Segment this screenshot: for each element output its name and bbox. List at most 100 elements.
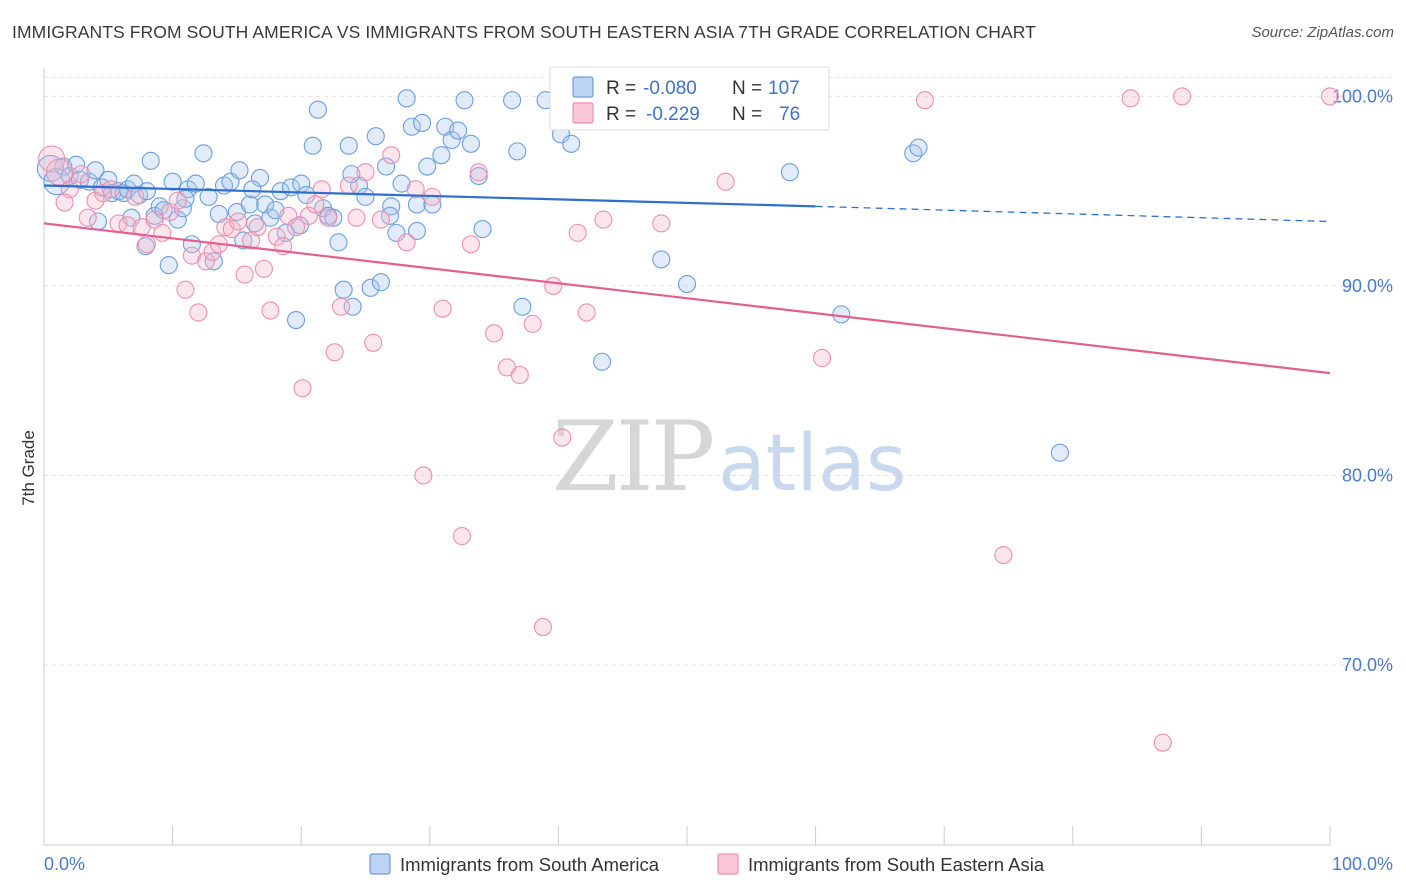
south-america-point [469,166,488,186]
trend-south-america [43,184,816,208]
south-america-point [513,297,532,316]
y-tick-label-70: 70.0% [1342,655,1393,675]
south-america-point [432,146,451,165]
south-america-point [240,195,259,214]
legend-swatch-se-asia [572,102,594,124]
se-asia-point [248,218,267,237]
se-asia-point [812,348,832,368]
south-america-point [339,136,358,155]
south-america-point [303,136,322,155]
south-america-point [342,165,361,184]
se-asia-point [145,210,164,229]
trend-lines [43,184,1331,375]
se-asia-point [72,165,91,184]
trend-se-asia [43,222,1331,375]
se-asia-point [293,379,312,398]
south-america-point [154,201,173,220]
bottom-legend-label-se-asia: Immigrants from South Eastern Asia [748,854,1045,875]
south-america-point [449,121,468,140]
south-america-point [1050,443,1069,462]
south-america-point [455,91,474,110]
se-asia-point [414,466,433,485]
south-america-point [366,127,385,146]
se-asia-point [469,163,488,182]
south-america-point [141,151,160,170]
south-america-point [186,174,205,193]
y-tick-labels: 70.0% 80.0% 90.0% 100.0% [1332,86,1393,675]
se-asia-point [86,191,105,210]
south-america-point [230,161,249,180]
se-asia-point [510,365,529,385]
se-asia-point [568,223,587,242]
se-asia-point [339,176,358,195]
south-america-point [199,187,218,206]
legend-r-value-2: -0.229 [646,104,700,125]
se-asia-point [1173,87,1192,106]
legend-swatch-south-america [572,76,594,98]
se-asia-point [126,187,145,206]
legend-r-label-2: R = [606,104,636,125]
se-asia-point [38,145,66,173]
se-asia-point [485,324,504,343]
se-asia-point [356,163,375,182]
se-asia-point [544,276,563,295]
watermark: ZIP atlas [552,401,907,513]
se-asia-point [371,210,390,229]
south-america-point [461,134,481,153]
south-america-point [407,195,426,214]
correlation-legend: R = -0.080 N = 107 R = -0.229 N = 76 [549,66,830,131]
se-asia-point [267,227,286,246]
south-america-point [308,100,327,119]
bottom-legend-swatch-south-america [369,853,391,875]
south-america-point [562,134,581,153]
se-asia-point [716,172,735,191]
south-america-point [832,305,851,324]
se-asia-point [433,299,452,318]
series-se-asia-points [38,87,1340,752]
se-asia-point [347,208,366,227]
chart-title: IMMIGRANTS FROM SOUTH AMERICA VS IMMIGRA… [12,22,1036,42]
legend-n-label-1: N = [732,78,762,99]
x-axis-ticks [172,826,1331,845]
se-asia-point [1320,87,1340,106]
south-america-point [413,113,432,133]
watermark-zip: ZIP [552,401,713,513]
south-america-point [442,130,461,150]
legend-n-label-2: N = [732,104,762,125]
south-america-point [137,182,156,201]
south-america-point [418,157,437,176]
se-asia-point [306,195,325,214]
legend-r-value-1: -0.080 [643,78,697,99]
south-america-point [780,163,799,182]
se-asia-point [652,214,671,233]
y-tick-label-90: 90.0% [1342,276,1393,296]
se-asia-point [553,428,572,447]
se-asia-point [254,259,273,278]
x-tick-label-min: 0.0% [44,854,85,874]
south-america-point [234,231,253,250]
south-america-point [287,311,306,330]
south-america-point [86,161,105,180]
se-asia-point [168,191,187,210]
se-asia-point [235,265,254,284]
south-america-point [593,352,612,371]
legend-n-value-1: 107 [768,78,800,99]
south-america-point [652,250,671,269]
se-asia-point [222,220,241,239]
se-asia-point [55,193,74,212]
se-asia-point [523,314,542,333]
se-asia-point [299,206,318,225]
se-asia-point [364,333,383,352]
south-america-point [168,210,187,229]
se-asia-point [577,303,596,322]
south-america-point [256,195,275,214]
south-america-point [677,274,697,294]
se-asia-point [1121,89,1140,108]
watermark-atlas: atlas [718,419,907,509]
bottom-legend-label-south-america: Immigrants from South America [400,854,660,875]
south-america-point [163,172,182,191]
south-america-point [324,208,343,227]
south-america-point [473,220,492,239]
se-asia-point [915,91,934,110]
